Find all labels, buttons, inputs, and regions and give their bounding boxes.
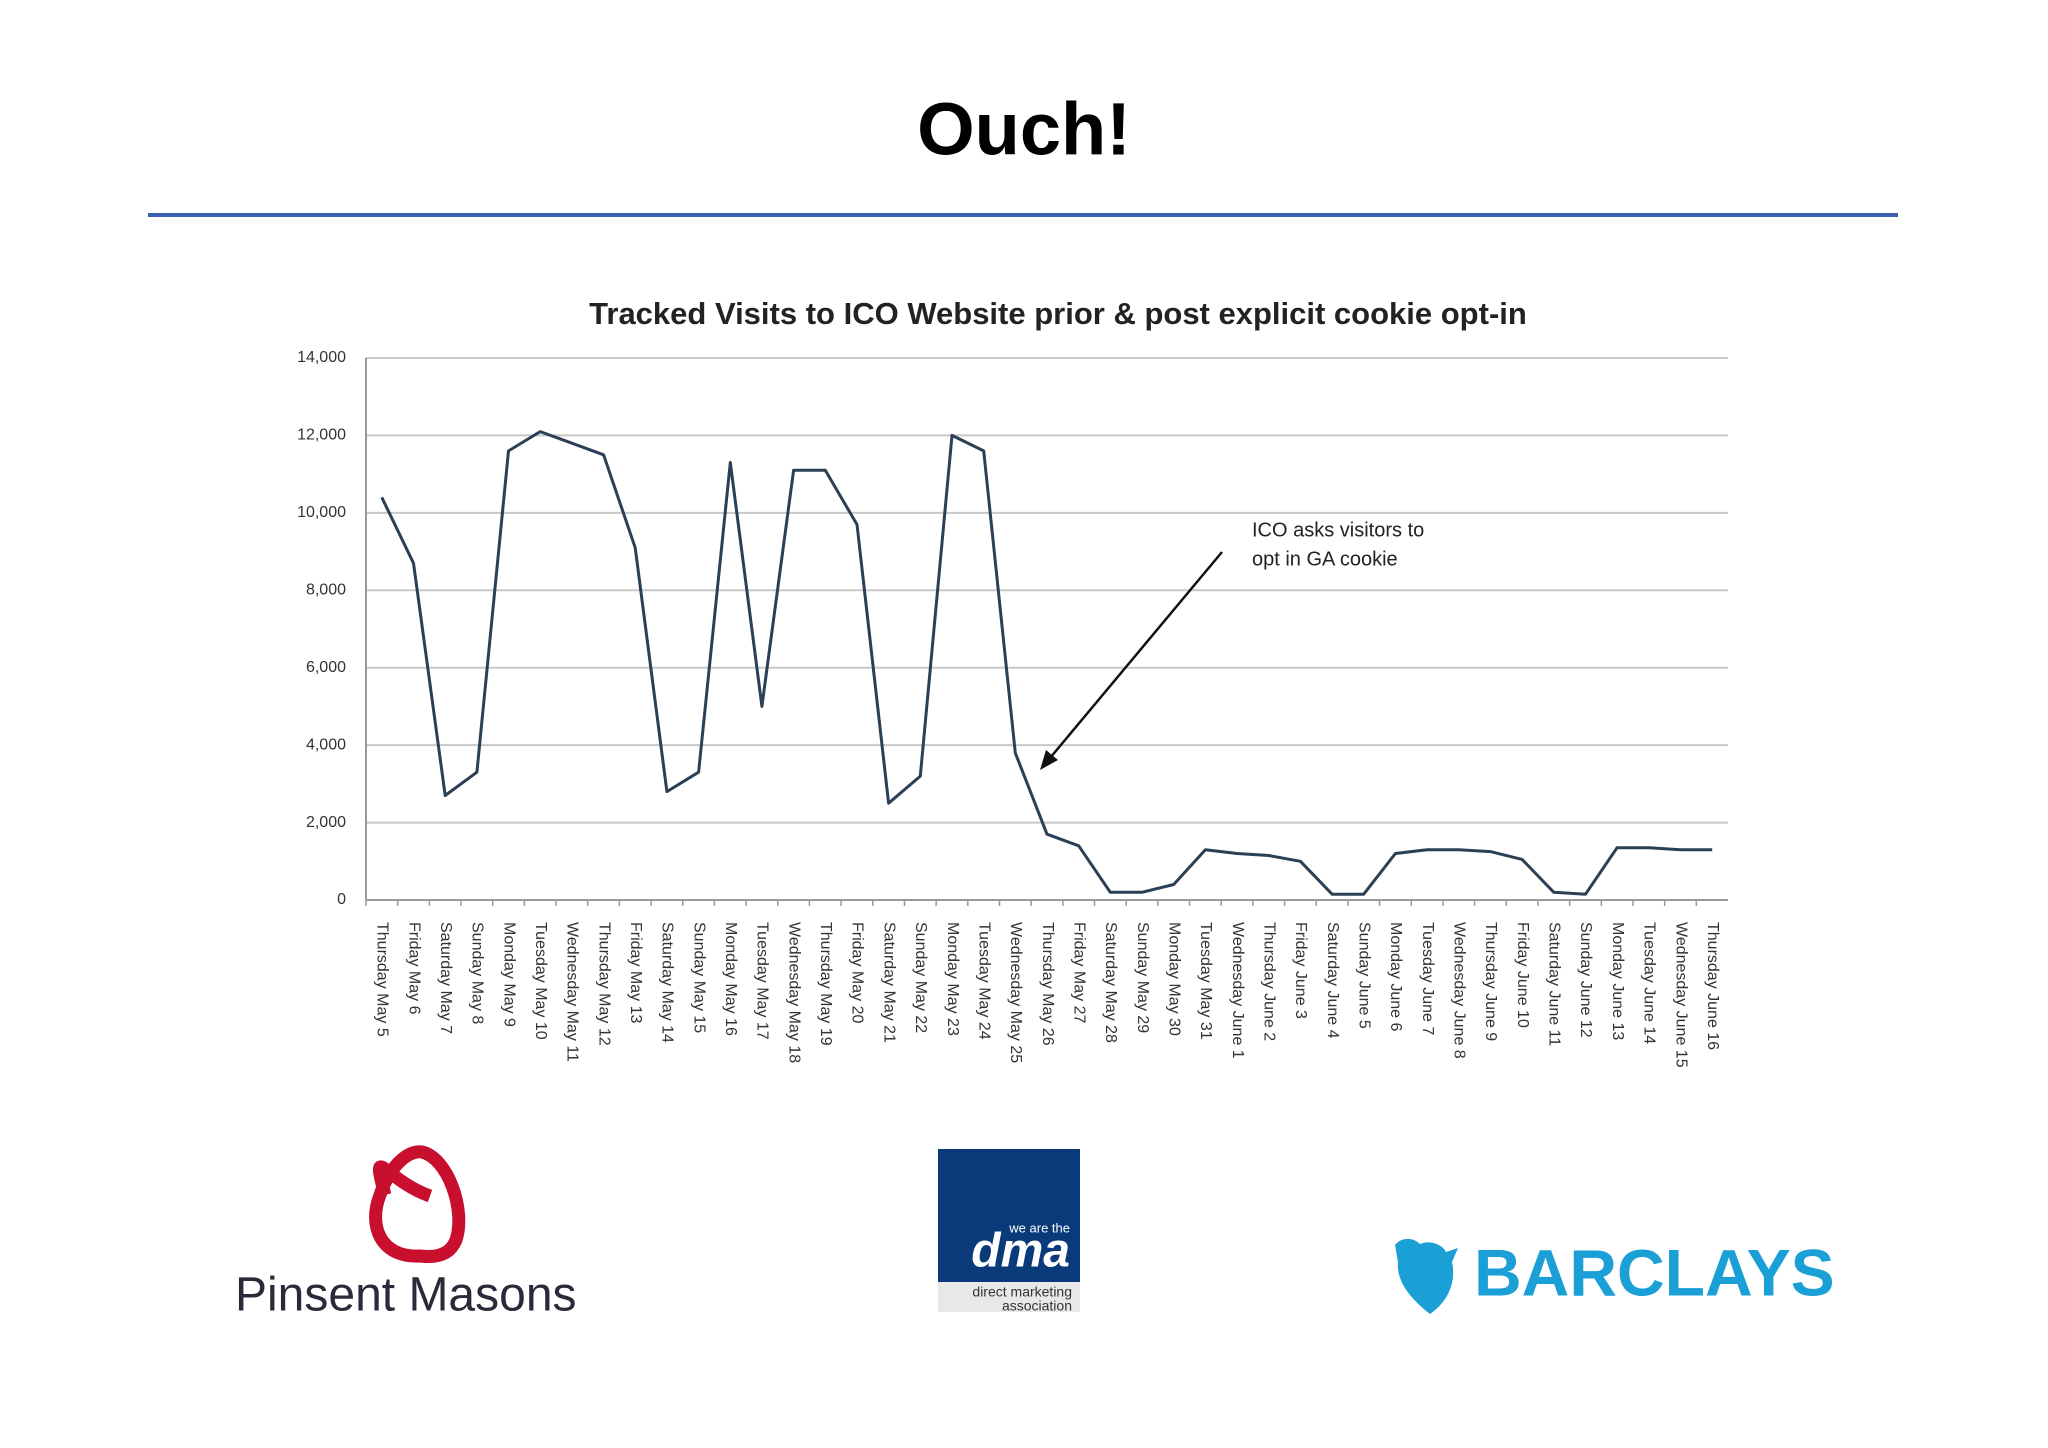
slide-title: Ouch! bbox=[917, 88, 1131, 171]
y-tick-label: 12,000 bbox=[297, 427, 346, 444]
y-tick-label: 14,000 bbox=[297, 349, 346, 366]
x-tick-label: Wednesday June 8 bbox=[1451, 922, 1468, 1059]
arrow-head bbox=[1040, 750, 1058, 770]
x-tick-label: Friday May 20 bbox=[849, 922, 866, 1023]
x-tick-label: Monday May 30 bbox=[1165, 922, 1182, 1036]
annotation-arrow bbox=[1044, 551, 1223, 765]
y-tick-label: 6,000 bbox=[306, 659, 346, 676]
x-tick-label: Friday May 27 bbox=[1070, 922, 1087, 1023]
x-tick-label: Saturday May 7 bbox=[437, 922, 454, 1034]
x-tick-label: Monday May 23 bbox=[944, 922, 961, 1036]
dma-name: dma bbox=[971, 1225, 1070, 1278]
x-tick-label: Sunday May 29 bbox=[1134, 922, 1151, 1033]
x-tick-label: Tuesday May 24 bbox=[975, 922, 992, 1040]
x-tick-label: Tuesday May 31 bbox=[1197, 922, 1214, 1040]
line bbox=[380, 430, 1713, 896]
dma-sub: association bbox=[1002, 1298, 1072, 1314]
x-tick-label: Monday June 13 bbox=[1609, 922, 1626, 1040]
x-tick-label: Tuesday May 10 bbox=[532, 922, 549, 1040]
x-tick-label: Thursday May 12 bbox=[595, 922, 612, 1046]
chart-title: Tracked Visits to ICO Website prior & po… bbox=[589, 296, 1527, 331]
y-tick-label: 8,000 bbox=[306, 582, 346, 599]
x-tick-label: Wednesday May 25 bbox=[1007, 922, 1024, 1063]
x-tick-label: Thursday June 9 bbox=[1482, 922, 1499, 1041]
plot: 0 2,000 4,000 6,000 8,000 10,000 12,000 14,000 T… bbox=[297, 349, 1728, 1068]
barclays-eagle bbox=[1395, 1238, 1458, 1314]
x-tick-label: Monday June 6 bbox=[1387, 922, 1404, 1032]
x-tick-label: Saturday May 28 bbox=[1102, 922, 1119, 1043]
x-tick-label: Wednesday June 1 bbox=[1229, 922, 1246, 1059]
annotation: ICO asks visitors to bbox=[1252, 519, 1424, 541]
x-tick-label: Thursday June 16 bbox=[1704, 922, 1721, 1050]
x-tick-label: Wednesday May 11 bbox=[564, 922, 581, 1062]
x-tick-label: Thursday May 26 bbox=[1039, 922, 1056, 1046]
pinsent-logo: Pinsent Masons bbox=[235, 1269, 577, 1322]
x-tick-label: Saturday June 4 bbox=[1324, 922, 1341, 1039]
barclays-logo: BARCLAYS bbox=[1474, 1235, 1835, 1309]
x-tick-label: Friday May 6 bbox=[405, 922, 422, 1015]
x-tick-label: Monday May 9 bbox=[500, 922, 517, 1027]
x-tick-label: Sunday June 5 bbox=[1356, 922, 1373, 1029]
x-tick-label: Sunday May 15 bbox=[690, 922, 707, 1033]
x-tick-label: Tuesday June 7 bbox=[1419, 922, 1436, 1035]
x-tick-label: Friday June 3 bbox=[1292, 922, 1309, 1019]
x-tick-label: Thursday May 19 bbox=[817, 922, 834, 1046]
dma-tag: we are the bbox=[1008, 1220, 1070, 1235]
x-tick-label: Sunday May 22 bbox=[912, 922, 929, 1033]
x-tick-label: Wednesday May 18 bbox=[785, 922, 802, 1063]
x-tick-label: Saturday May 21 bbox=[880, 922, 897, 1043]
y-tick-label: 10,000 bbox=[297, 504, 346, 521]
pinsent-mark bbox=[369, 1145, 466, 1264]
x-tick-label: Saturday June 11 bbox=[1546, 922, 1563, 1046]
x-tick-label: Tuesday June 14 bbox=[1641, 922, 1658, 1044]
annotation: opt in GA cookie bbox=[1252, 548, 1398, 570]
x-tick-label: Sunday June 12 bbox=[1577, 922, 1594, 1038]
x-tick-label: Thursday May 5 bbox=[374, 922, 391, 1037]
x-tick-label: Monday May 16 bbox=[722, 922, 739, 1036]
y-tick-label: 2,000 bbox=[306, 814, 346, 831]
x-tick-label: Thursday June 2 bbox=[1260, 922, 1277, 1041]
x-tick-label: Sunday May 8 bbox=[469, 922, 486, 1024]
dma-sub: direct marketing bbox=[972, 1284, 1072, 1300]
x-tick-label: Tuesday May 17 bbox=[754, 922, 771, 1040]
x-tick-label: Saturday May 14 bbox=[659, 922, 676, 1043]
x-tick-label: Friday June 10 bbox=[1514, 922, 1531, 1028]
dma-band bbox=[938, 1282, 1080, 1312]
x-tick-label: Friday May 13 bbox=[627, 922, 644, 1023]
y-tick-label: 4,000 bbox=[306, 736, 346, 753]
y-tick-label: 0 bbox=[337, 891, 346, 908]
x-tick-label: Wednesday June 15 bbox=[1672, 922, 1689, 1068]
